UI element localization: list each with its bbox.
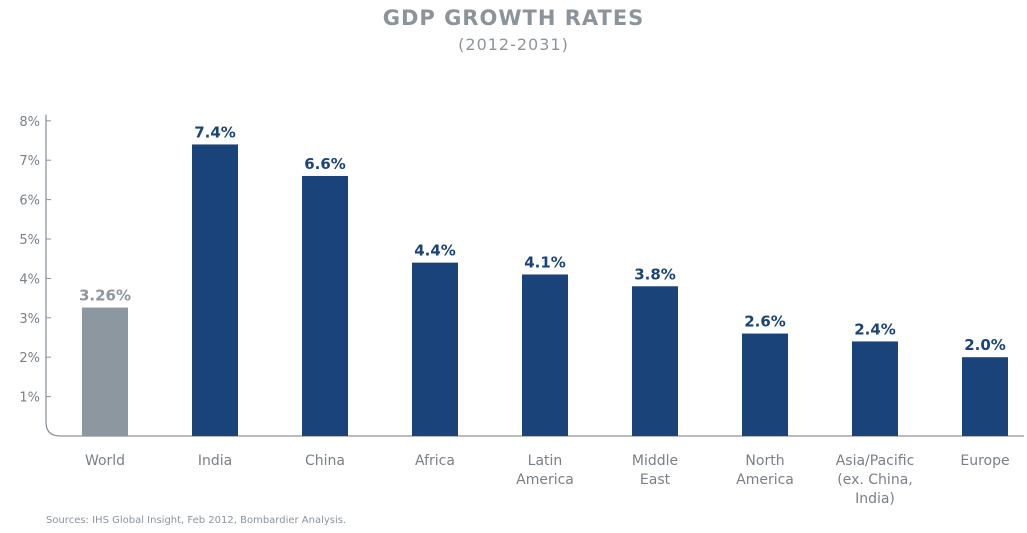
x-tick-label: World: [85, 453, 125, 469]
y-tick-label: 6%: [19, 194, 40, 209]
bar: [632, 286, 678, 436]
axis-layer: 1% 2% 3% 4% 5% 6% 7% 8%: [19, 114, 1024, 437]
data-label: 3.26%: [79, 287, 131, 305]
data-label: 4.1%: [524, 253, 566, 271]
x-tick-label: India: [198, 453, 232, 469]
bar: [522, 274, 568, 436]
bar: [852, 341, 898, 436]
y-tick-label: 3%: [19, 312, 40, 327]
x-tick-label: Latin America: [516, 453, 574, 488]
y-tick-label: 1%: [19, 391, 40, 406]
bar-layer: [82, 144, 1008, 436]
bar: [82, 307, 128, 436]
y-tick-label: 7%: [19, 154, 40, 169]
data-label: 3.8%: [634, 265, 676, 283]
x-tick-label: Asia/Pacific (ex. China, India): [836, 453, 915, 507]
y-tick-label: 5%: [19, 233, 40, 248]
y-tick-label: 2%: [19, 351, 40, 366]
data-label: 7.4%: [194, 123, 236, 141]
chart-title: GDP GROWTH RATES: [382, 6, 645, 30]
x-tick-label: Africa: [415, 453, 455, 469]
y-tick-label: 4%: [19, 272, 40, 287]
data-label: 4.4%: [414, 242, 456, 260]
x-tick-label: North America: [736, 453, 794, 488]
bar: [742, 333, 788, 436]
x-tick-label: China: [305, 453, 345, 469]
bar: [962, 357, 1008, 436]
source-note: Sources: IHS Global Insight, Feb 2012, B…: [46, 515, 347, 526]
axis-line: [45, 114, 1024, 437]
data-label: 2.0%: [964, 336, 1006, 354]
bar: [192, 144, 238, 436]
bar: [412, 262, 458, 436]
chart-subtitle: (2012-2031): [458, 35, 569, 54]
bar: [302, 175, 348, 436]
data-label: 2.6%: [744, 313, 786, 331]
y-tick-label: 8%: [19, 115, 40, 130]
data-label: 2.4%: [854, 320, 896, 338]
label-layer: 3.26% World 7.4% India 6.6% China 4.4% Africa 4.…: [79, 123, 1010, 507]
x-tick-label: Europe: [960, 453, 1009, 469]
data-label: 6.6%: [304, 155, 346, 173]
x-tick-label: Middle East: [632, 453, 678, 488]
